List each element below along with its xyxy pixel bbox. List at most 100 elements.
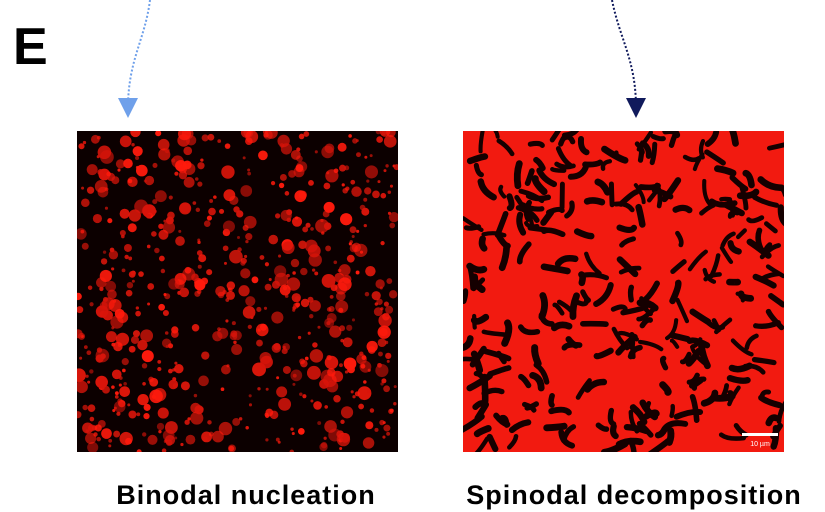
droplet (308, 180, 314, 186)
droplet (299, 134, 305, 140)
droplet (172, 368, 175, 371)
droplet (89, 302, 93, 306)
droplet (294, 190, 306, 202)
droplet (180, 443, 183, 446)
droplet (364, 224, 367, 227)
droplet (181, 381, 190, 390)
droplet (137, 449, 142, 454)
droplet (245, 233, 252, 240)
dark-domain (640, 151, 641, 160)
droplet (298, 428, 305, 435)
droplet (310, 349, 323, 362)
dark-domain (613, 307, 625, 309)
droplet (280, 174, 287, 181)
droplet (378, 352, 383, 357)
droplet (341, 406, 353, 418)
droplet (105, 207, 108, 210)
droplet (209, 199, 213, 203)
droplet (169, 195, 173, 199)
droplet (174, 364, 183, 373)
droplet (183, 146, 192, 155)
droplet (79, 357, 82, 360)
droplet (258, 150, 268, 160)
droplet (171, 326, 178, 333)
droplet (95, 376, 108, 389)
droplet (320, 219, 323, 222)
droplet (365, 421, 373, 429)
droplet (245, 240, 248, 243)
droplet (343, 337, 353, 347)
droplet (380, 382, 383, 385)
droplet (276, 386, 287, 397)
droplet (128, 179, 133, 184)
dark-domain (549, 209, 563, 212)
droplet (370, 408, 374, 412)
droplet (219, 422, 232, 435)
figure: E 10 µm Binodal nucleation Spinodal deco… (0, 0, 825, 512)
droplet (375, 279, 384, 288)
droplet (292, 432, 295, 435)
droplet (142, 432, 146, 436)
droplet (314, 271, 318, 275)
dark-domain (676, 208, 690, 210)
droplet (111, 267, 114, 270)
droplet (195, 177, 199, 181)
droplet (114, 407, 117, 410)
droplet (103, 250, 106, 253)
droplet (250, 316, 253, 319)
droplet (131, 336, 139, 344)
droplet (200, 158, 203, 161)
droplet (165, 148, 170, 153)
dark-domain (530, 143, 542, 145)
droplet (78, 143, 84, 149)
droplet (385, 164, 388, 167)
droplet (338, 269, 342, 273)
droplet (135, 311, 141, 317)
droplet (138, 271, 144, 277)
droplet (101, 428, 112, 439)
droplet (88, 404, 96, 412)
droplet (312, 342, 317, 347)
droplet (307, 366, 321, 380)
dark-domain (620, 228, 634, 230)
droplet (208, 208, 216, 216)
droplet (388, 191, 391, 194)
droplet (256, 340, 263, 347)
droplet (324, 437, 327, 440)
droplet (273, 343, 280, 350)
droplet (384, 301, 389, 306)
droplet (381, 130, 386, 135)
droplet (302, 227, 308, 233)
dark-domain (611, 184, 612, 205)
droplet (174, 172, 178, 176)
spinodal-image (455, 124, 788, 459)
droplet (317, 421, 321, 425)
droplet (365, 266, 375, 276)
droplet (116, 333, 129, 346)
droplet (358, 386, 372, 400)
droplet (335, 300, 348, 313)
droplet (308, 332, 311, 335)
droplet (204, 220, 211, 227)
droplet (238, 285, 249, 296)
droplet (82, 405, 87, 410)
droplet (178, 127, 191, 140)
droplet (350, 240, 353, 243)
droplet (197, 241, 200, 244)
droplet (219, 209, 224, 214)
dark-domain (505, 323, 509, 343)
droplet (129, 271, 136, 278)
droplet (278, 398, 291, 411)
droplet (394, 385, 397, 388)
droplet (213, 195, 217, 199)
scale-bar (742, 433, 778, 436)
droplet (363, 380, 367, 384)
dark-domain (535, 348, 539, 364)
droplet (321, 442, 327, 448)
droplet (330, 295, 334, 299)
droplet (245, 426, 248, 429)
droplet (328, 428, 341, 441)
droplet (366, 180, 369, 183)
droplet (265, 409, 273, 417)
droplet (184, 420, 189, 425)
